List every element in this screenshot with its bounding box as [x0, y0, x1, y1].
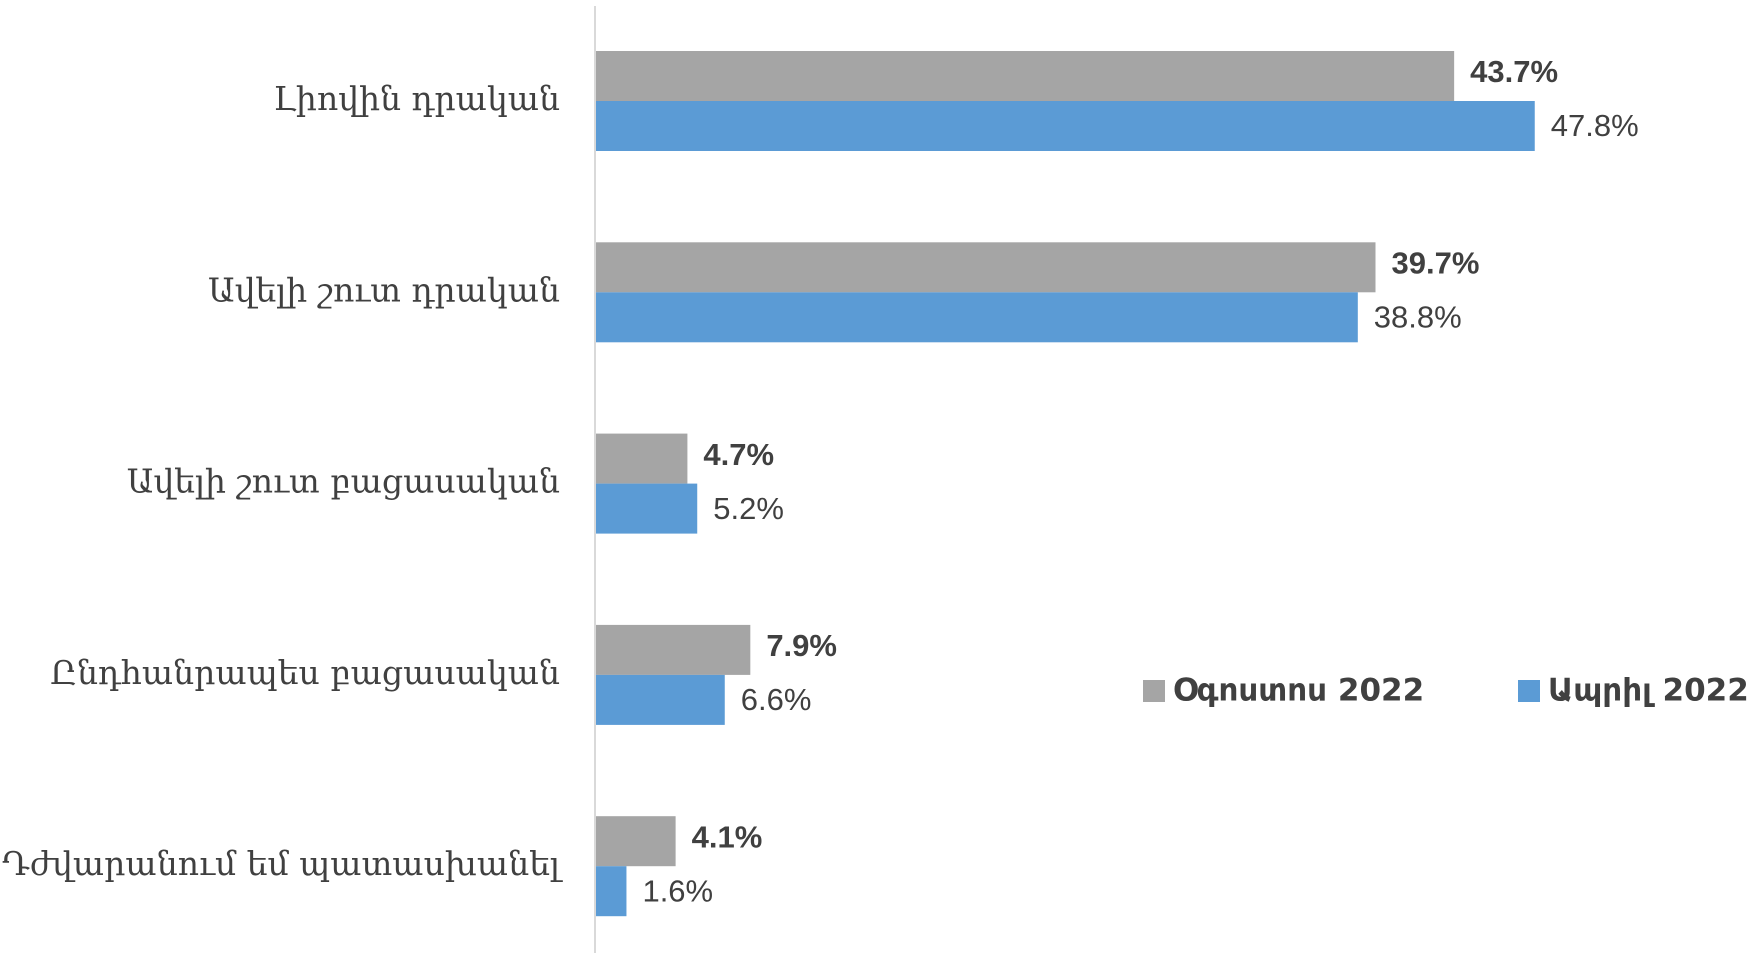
- bar: [595, 674, 725, 725]
- data-label: 47.8%: [1551, 108, 1639, 143]
- data-label: 4.7%: [703, 437, 774, 472]
- data-label: 4.1%: [692, 819, 763, 854]
- bar: [595, 101, 1535, 151]
- bar: [595, 292, 1358, 343]
- category-label: Ընդհանրապես բացասական: [50, 653, 560, 692]
- data-label: 43.7%: [1470, 54, 1558, 89]
- legend-label: Ապրիլ 2022: [1548, 673, 1749, 709]
- category-label: Դժվարանում եմ պատասխանել: [2, 844, 563, 883]
- bar: [595, 433, 688, 484]
- legend-swatch: [1518, 680, 1540, 702]
- category-label: Ավելի շուտ դրական: [208, 270, 560, 309]
- bar: [595, 483, 698, 534]
- bar: [595, 51, 1455, 101]
- data-label: 6.6%: [741, 682, 812, 717]
- category-label: Ավելի շուտ բացասական: [127, 462, 560, 501]
- data-label: 39.7%: [1392, 245, 1480, 280]
- legend-swatch: [1143, 680, 1165, 702]
- bar: [595, 866, 627, 917]
- legend-label: Օգոստոս 2022: [1173, 673, 1424, 709]
- category-label: Լիովին դրական: [273, 79, 560, 118]
- data-label: 38.8%: [1374, 299, 1462, 334]
- bar: [595, 624, 751, 675]
- bar: [595, 816, 676, 867]
- data-label: 1.6%: [642, 873, 713, 908]
- bar: [595, 242, 1376, 293]
- data-label: 5.2%: [713, 491, 784, 526]
- data-label: 7.9%: [766, 628, 837, 663]
